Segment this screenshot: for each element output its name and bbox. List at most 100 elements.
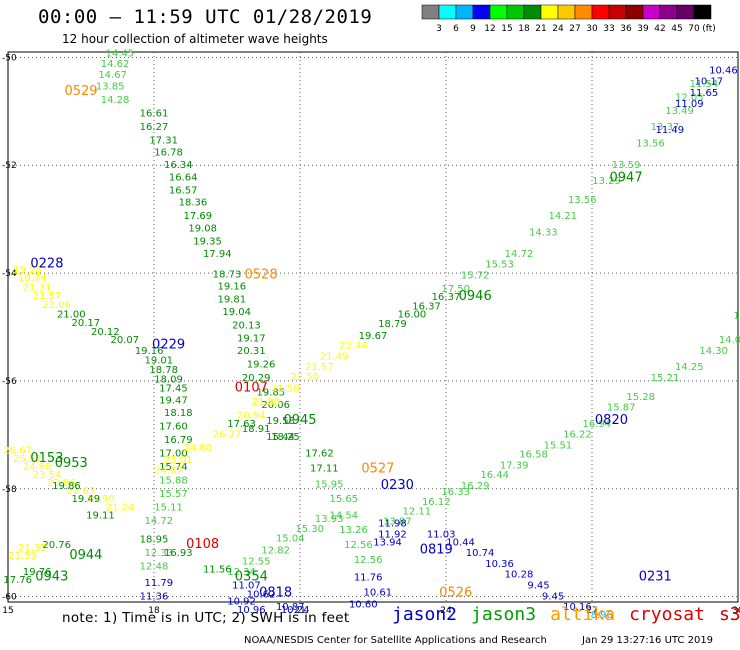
wave-height-value: 11.98 — [378, 519, 407, 530]
pass-time-label: 0107 — [235, 381, 268, 396]
pass-time-label: 0231 — [639, 569, 672, 584]
y-tick-label: -60 — [2, 593, 17, 603]
wave-height-value: 16.93 — [164, 548, 193, 559]
wave-height-value: 19.49 — [72, 494, 101, 505]
wave-height-value: 11.09 — [675, 99, 704, 110]
wave-height-value: 11.07 — [232, 581, 261, 592]
wave-height-value: 17.50 — [441, 284, 470, 295]
wave-height-value: 20.12 — [91, 327, 120, 338]
wave-height-value: 19.01 — [145, 356, 174, 367]
wave-height-value: 17.63 — [227, 419, 256, 430]
x-tick-label: 21 — [294, 606, 305, 616]
pass-time-label: 0943 — [35, 569, 68, 584]
scale-label: 30 — [586, 24, 598, 34]
wave-height-value: 19.11 — [86, 510, 115, 521]
wave-height-value: 15.30 — [295, 524, 324, 535]
x-tick-label: 15 — [2, 606, 13, 616]
wave-height-value: 18.95 — [140, 535, 169, 546]
wave-height-value: 19.26 — [247, 359, 276, 370]
wave-height-value: 10.44 — [446, 537, 475, 548]
wave-height-value: 20.94 — [237, 411, 266, 422]
pass-time-label: 0228 — [30, 257, 63, 272]
wave-height-value: 18.79 — [378, 319, 407, 330]
wave-height-value: 14.45 — [106, 48, 135, 59]
wave-height-value: 24.87 — [154, 466, 183, 477]
wave-height-value: 10.28 — [505, 570, 534, 581]
wave-height-value: 22.44 — [339, 341, 368, 352]
pass-time-label: 0229 — [152, 338, 185, 353]
wave-height-value: 10.17 — [694, 76, 723, 87]
wave-height-value: 13.29 — [592, 176, 621, 187]
wave-height-value: 16.79 — [164, 435, 193, 446]
wave-height-value: 13.87 — [383, 516, 412, 527]
wave-height-value: 20.06 — [261, 400, 290, 411]
wave-height-value: 18.91 — [242, 424, 271, 435]
wave-height-value: 20.13 — [232, 321, 261, 332]
wave-height-value: 14.67 — [98, 70, 127, 81]
wave-height-value: 17.62 — [305, 448, 334, 459]
wave-height-value: 14.25 — [675, 362, 704, 373]
wave-height-value: 16.78 — [154, 148, 183, 159]
wave-height-value: 14.21 — [548, 211, 577, 222]
wave-height-value: 10.87 — [276, 602, 305, 613]
wave-height-value: 15.11 — [154, 502, 183, 513]
wave-height-value: 16.37 — [412, 302, 441, 313]
wave-height-value: 22.50 — [291, 372, 320, 383]
map-title: 00:00 – 11:59 UTC 01/28/2019 — [38, 6, 373, 28]
wave-height-value: 21.59 — [8, 551, 37, 562]
map-subtitle: 12 hour collection of altimeter wave hei… — [62, 32, 328, 46]
wave-height-value: 19.58 — [266, 416, 295, 427]
wave-height-value: 21.58 — [271, 384, 300, 395]
wave-height-value: 17.69 — [183, 211, 212, 222]
wave-height-value: 17.94 — [203, 249, 232, 260]
wave-height-value: 9.45 — [527, 581, 549, 592]
wave-height-value: 15.57 — [159, 489, 188, 500]
wave-height-value: 10.92 — [227, 597, 256, 608]
wave-height-value: 16.64 — [169, 172, 198, 183]
pass-time-label: 0819 — [420, 542, 453, 557]
wave-height-value: 21.06 — [42, 300, 71, 311]
pass-time-label: 0354 — [235, 569, 268, 584]
wave-height-value: 16.57 — [169, 185, 198, 196]
wave-height-value: 19.08 — [188, 224, 217, 235]
scale-label: 21 — [535, 24, 546, 34]
wave-height-value: 13.49 — [665, 106, 694, 117]
y-tick-label: -54 — [2, 269, 17, 279]
legend-entry: jason2 — [392, 604, 458, 625]
wave-height-value: 12.82 — [261, 545, 290, 556]
pass-time-label: 0230 — [381, 478, 414, 493]
wave-height-value: 14.54 — [329, 510, 358, 521]
wave-height-value: 15.04 — [276, 534, 305, 545]
wave-height-value: 21.31 — [23, 282, 52, 293]
wave-height-value: 13.56 — [568, 195, 597, 206]
wave-height-value: 20.31 — [237, 346, 266, 357]
pass-time-label: 0946 — [459, 289, 492, 304]
wave-height-value: 13.37 — [651, 122, 680, 133]
wave-height-value: 18.78 — [149, 365, 178, 376]
x-tick-label: 24 — [440, 606, 452, 616]
wave-height-value: 11.03 — [427, 529, 456, 540]
wave-height-value: 15.88 — [159, 475, 188, 486]
wave-height-value: 22.63 — [67, 486, 96, 497]
wave-height-value: 19.86 — [52, 481, 81, 492]
wave-height-value: 16.22 — [563, 430, 592, 441]
footnote: note: 1) Time is in UTC; 2) SWH is in fe… — [62, 610, 350, 626]
wave-height-value: 10.62 — [247, 590, 276, 601]
pass-time-label: 0529 — [64, 84, 97, 99]
wave-height-value: 10.36 — [485, 559, 514, 570]
wave-height-value: 9.45 — [542, 591, 564, 602]
wave-height-value: 21.49 — [320, 351, 349, 362]
wave-height-value: 11.76 — [354, 572, 383, 583]
pass-time-label: 0153 — [30, 451, 63, 466]
scale-unit: (ft) — [702, 24, 716, 34]
pass-time-label: 0527 — [361, 462, 394, 477]
wave-height-value: 10.61 — [364, 588, 393, 599]
wave-height-value: 10.96 — [237, 605, 266, 616]
wave-height-value: 12.56 — [354, 555, 383, 566]
wave-height-value: 14.72 — [145, 516, 174, 527]
wave-height-value: 23.54 — [33, 470, 62, 481]
wave-height-value: 15.87 — [607, 403, 636, 414]
wave-height-value: 13.26 — [339, 525, 368, 536]
wave-height-value: 20.76 — [42, 540, 71, 551]
wave-height-value: 11.49 — [656, 125, 685, 136]
